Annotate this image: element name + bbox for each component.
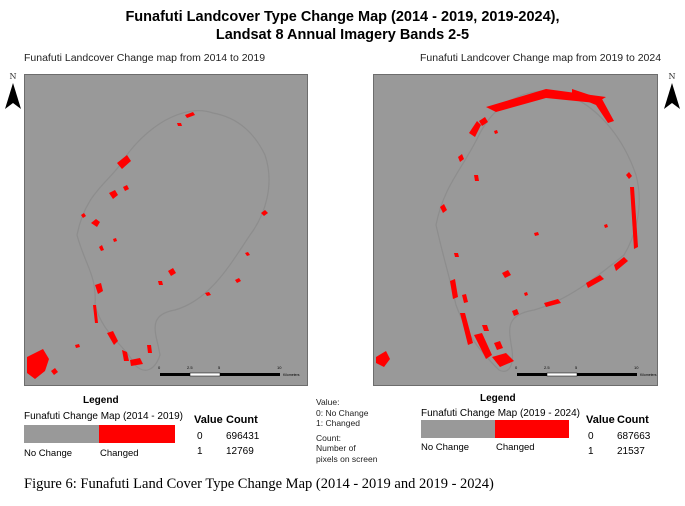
north-arrow-left: N — [4, 72, 22, 116]
note-count-line1: Number of — [316, 443, 356, 453]
figure-title-line-2: Landsat 8 Annual Imagery Bands 2-5 — [215, 27, 470, 43]
map-left-canvas: 0 2.5 5 10 Kilometers — [27, 110, 300, 379]
changed-swatch — [495, 420, 569, 438]
scale-tick-2: 5 — [575, 365, 578, 370]
legend-right-heading: Legend — [480, 393, 516, 404]
no-change-swatch — [421, 420, 495, 438]
figure-title-line-1: Funafuti Landcover Type Change Map (2014… — [125, 9, 560, 25]
north-arrow-icon — [664, 83, 680, 109]
map-left-label: Funafuti Landcover Change map from 2014 … — [24, 52, 266, 64]
value-cell: 1 — [588, 446, 594, 457]
no-change-label: No Change — [421, 442, 470, 453]
value-cell: 1 — [197, 446, 203, 457]
scale-tick-1: 2.5 — [544, 365, 550, 370]
value-cell: 0 — [588, 431, 594, 442]
legend-right-title: Funafuti Change Map (2019 - 2024) — [421, 408, 580, 419]
legend-notes: Value: 0: No Change 1: Changed Count: Nu… — [316, 397, 377, 464]
legend-left-heading: Legend — [83, 395, 119, 406]
note-value-0: 0: No Change — [316, 407, 369, 418]
north-arrow-icon — [5, 83, 21, 109]
north-arrow-right: N — [663, 72, 681, 116]
figure-caption: Figure 6: Funafuti Land Cover Type Chang… — [24, 476, 494, 492]
map-left: 0 2.5 5 10 Kilometers — [24, 74, 308, 386]
map-right-canvas: 0 2.5 5 10 Kilometers — [376, 89, 657, 377]
no-change-label: No Change — [24, 448, 73, 459]
scale-tick-1: 2.5 — [187, 365, 193, 370]
figure-title: Funafuti Landcover Type Change Map (2014… — [0, 8, 685, 44]
north-letter: N — [9, 72, 17, 81]
value-header: Value — [586, 414, 615, 426]
scale-tick-0: 0 — [515, 365, 518, 370]
north-letter: N — [668, 72, 676, 81]
note-count-line2: pixels on screen — [316, 453, 378, 464]
scale-tick-3: 10 — [277, 365, 282, 370]
count-header: Count — [617, 414, 649, 426]
no-change-swatch — [24, 425, 99, 443]
changed-label: Changed — [100, 448, 139, 459]
count-header: Count — [226, 414, 258, 426]
changed-label: Changed — [496, 442, 535, 453]
note-value-label: Value: — [316, 397, 340, 407]
count-cell: 21537 — [617, 446, 645, 457]
changed-swatch — [99, 425, 175, 443]
value-cell: 0 — [197, 431, 203, 442]
scale-bar-right: 0 2.5 5 10 Kilometers — [515, 365, 657, 377]
note-count-label: Count: — [316, 432, 342, 443]
scale-tick-3: 10 — [634, 365, 639, 370]
scale-unit: Kilometers — [640, 373, 657, 377]
scale-tick-0: 0 — [158, 365, 161, 370]
note-value-1: 1: Changed — [316, 418, 360, 428]
scale-bar-left: 0 2.5 5 10 Kilometers — [158, 365, 300, 377]
scale-unit: Kilometers — [283, 373, 300, 377]
map-right-label: Funafuti Landcover Change map from 2019 … — [420, 52, 662, 64]
count-cell: 12769 — [226, 446, 254, 457]
scale-tick-2: 5 — [218, 365, 221, 370]
count-cell: 687663 — [617, 431, 651, 442]
value-header: Value — [194, 414, 223, 426]
legend-left-title: Funafuti Change Map (2014 - 2019) — [24, 411, 183, 422]
count-cell: 696431 — [226, 431, 260, 442]
map-right: 0 2.5 5 10 Kilometers — [373, 74, 658, 386]
